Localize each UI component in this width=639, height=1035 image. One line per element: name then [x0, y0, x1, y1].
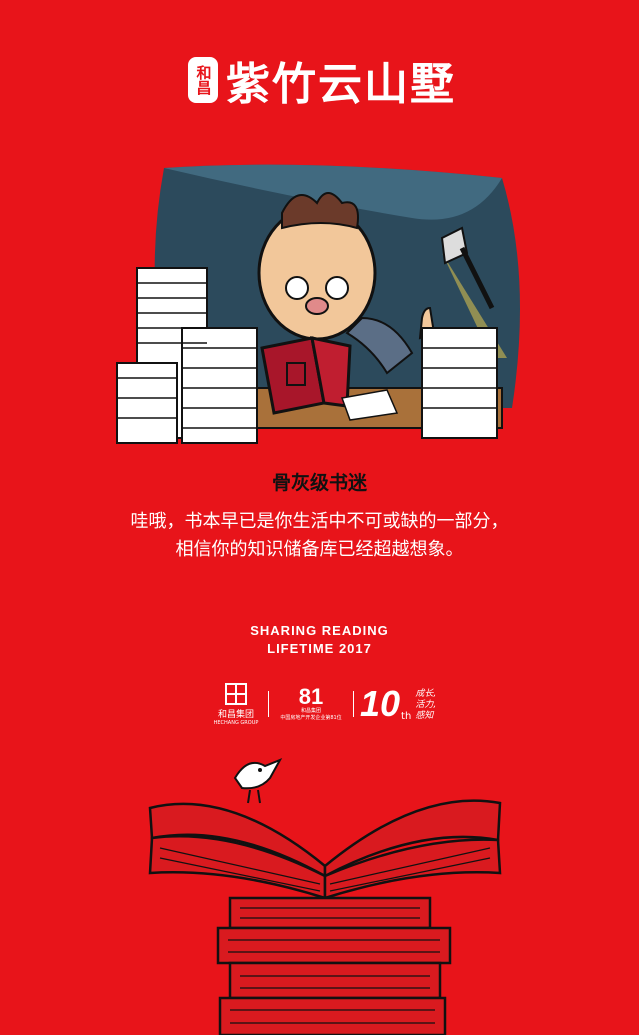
anniversary-word-1: 成长, — [415, 689, 437, 699]
ranking-number: 81 — [298, 684, 324, 709]
anniversary-suffix: th — [401, 711, 412, 722]
headline: 骨灰级书迷 — [271, 472, 367, 494]
ranking-logo: 81 和昌集团 中国房地产开发企业第81位 — [275, 686, 347, 722]
ranking-line-2: 中国房地产开发企业第81位 — [280, 715, 342, 721]
anniversary-words: 成长, 活力, 感知 — [415, 689, 436, 722]
anniversary-logo: 10 th 成长, 活力, 感知 — [360, 683, 436, 724]
partner-logos: 和昌集团 HECHANG GROUP 81 和昌集团 中国房地产开发企业第81位… — [210, 680, 450, 728]
brand-name: 紫竹云山墅 — [226, 59, 456, 110]
group-name: 和昌集团 — [217, 709, 254, 720]
group-logo: 和昌集团 HECHANG GROUP — [210, 682, 262, 726]
anniversary-number: 10 — [360, 683, 401, 724]
bookworm-reading-illustration — [116, 164, 520, 444]
bird-on-books-icon — [148, 758, 502, 1035]
brand-logo: 和昌 紫竹云山墅 — [188, 52, 458, 110]
description: 哇哦，书本早已是你生活中不可或缺的一部分， 相信你的知识储备库已经超越想象。 — [0, 508, 639, 564]
anniversary-word-2: 活力, — [415, 700, 437, 710]
tagline-line-1: SHARING READING — [250, 623, 389, 638]
divider — [353, 691, 354, 717]
group-sub: HECHANG GROUP — [213, 719, 259, 726]
ranking-line-1: 和昌集团 — [300, 708, 321, 714]
tagline: SHARING READING LIFETIME 2017 — [0, 622, 639, 658]
tagline-line-2: LIFETIME 2017 — [267, 641, 372, 656]
description-line-2: 相信你的知识储备库已经超越想象。 — [175, 539, 464, 560]
anniversary-word-3: 感知 — [415, 711, 434, 721]
divider — [268, 691, 269, 717]
description-line-1: 哇哦，书本早已是你生活中不可或缺的一部分， — [130, 511, 509, 532]
seal-logo: 和昌 — [188, 57, 218, 103]
group-grid-icon — [225, 682, 247, 705]
